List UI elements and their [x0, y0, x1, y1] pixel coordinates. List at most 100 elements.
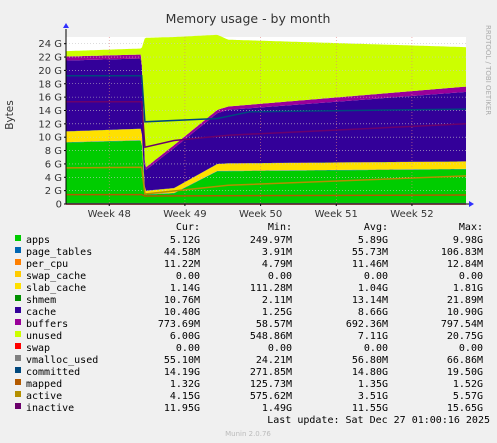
legend-value: 6.00G — [170, 331, 200, 342]
legend-value: 0.00 — [364, 271, 388, 282]
legend-value: 14.80G — [352, 367, 388, 378]
legend-value: 55.73M — [352, 247, 388, 258]
legend-value: 0.00 — [176, 271, 200, 282]
legend-series-name: committed — [26, 367, 80, 378]
y-tick-label: 14 G — [38, 106, 62, 117]
legend-value: 0.00 — [459, 271, 483, 282]
legend-series-name: slab_cache — [26, 283, 86, 294]
legend-series-name: unused — [26, 331, 62, 342]
legend-series-name: apps — [26, 235, 50, 246]
legend-value: 7.11G — [358, 331, 388, 342]
line-mapped — [66, 193, 467, 197]
area-slab-cache — [66, 128, 466, 195]
y-tick-label: 24 G — [38, 39, 62, 50]
legend-header: Cur: — [176, 222, 200, 233]
x-tick-label: Week 49 — [163, 209, 206, 220]
legend-series-name: swap — [26, 343, 50, 354]
legend-value: 1.25G — [262, 307, 292, 318]
y-tick-label: 20 G — [38, 66, 62, 77]
legend-swatch — [15, 247, 21, 253]
legend-swatch — [15, 295, 21, 301]
legend-swatch — [15, 271, 21, 277]
x-tick-label: Week 52 — [390, 209, 433, 220]
line-committed — [66, 74, 467, 123]
legend-value: 125.73M — [250, 379, 292, 390]
legend-swatch — [15, 367, 21, 373]
y-tick-label: 18 G — [38, 79, 62, 90]
legend-value: 5.12G — [170, 235, 200, 246]
legend-value: 0.00 — [364, 343, 388, 354]
legend-value: 8.66G — [358, 307, 388, 318]
legend-header: Min: — [268, 222, 292, 233]
legend-series-name: cache — [26, 307, 56, 318]
legend-swatch — [15, 343, 21, 349]
legend-value: 55.10M — [164, 355, 200, 366]
legend-value: 548.86M — [250, 331, 292, 342]
legend-swatch — [15, 403, 21, 409]
legend-series-name: vmalloc_used — [26, 355, 98, 366]
legend-value: 2.11M — [262, 295, 292, 306]
legend-value: 10.90G — [447, 307, 483, 318]
legend-value: 4.15G — [170, 391, 200, 402]
legend-value: 3.91M — [262, 247, 292, 258]
line-active — [65, 166, 467, 195]
legend-value: 773.69M — [158, 319, 200, 330]
chart-title: Memory usage - by month — [166, 11, 331, 26]
legend-header: Avg: — [364, 222, 388, 233]
legend-series-name: mapped — [26, 379, 62, 390]
legend-swatch — [15, 355, 21, 361]
y-tick-label: 10 G — [38, 133, 62, 144]
last-update-text: Last update: Sat Dec 27 01:00:16 2025 — [267, 415, 490, 426]
legend-value: 1.32G — [170, 379, 200, 390]
legend-swatch — [15, 235, 21, 241]
x-tick-label: Week 48 — [88, 209, 131, 220]
legend-series-name: per_cpu — [26, 259, 68, 270]
y-tick-label: 22 G — [38, 53, 62, 64]
legend-header: Max: — [459, 222, 483, 233]
legend-value: 12.84M — [447, 259, 483, 270]
legend-swatch — [15, 331, 21, 337]
legend-value: 0.00 — [176, 343, 200, 354]
legend-value: 4.79M — [262, 259, 292, 270]
legend-value: 271.85M — [250, 367, 292, 378]
legend-value: 0.00 — [268, 343, 292, 354]
y-tick-label: 6 G — [45, 159, 62, 170]
legend-series-name: active — [26, 391, 62, 402]
legend-value: 249.97M — [250, 235, 292, 246]
legend-value: 11.95G — [164, 403, 200, 414]
legend-series-name: page_tables — [26, 247, 92, 258]
y-tick-label: 0 — [56, 200, 62, 211]
y-tick-label: 8 G — [45, 146, 62, 157]
legend-value: 106.83M — [441, 247, 483, 258]
axes: 0 2 G 4 G 6 G 8 G 10 G 12 G 14 G 16 G 18 G 20 G 22 … — [38, 23, 474, 220]
legend-series-name: buffers — [26, 319, 68, 330]
legend-value: 44.58M — [164, 247, 200, 258]
legend-value: 692.36M — [346, 319, 388, 330]
legend-swatch — [15, 259, 21, 265]
legend-value: 1.49G — [262, 403, 292, 414]
legend-table: Cur: Min: Avg: Max: apps 5.12G 249.97M 5.89G 9.9… — [15, 222, 483, 414]
legend-value: 56.80M — [352, 355, 388, 366]
legend-value: 11.22M — [164, 259, 200, 270]
rrdtool-credit: RRDTOOL / TOBI OETIKER — [484, 25, 492, 115]
legend-swatch — [15, 307, 21, 313]
legend-value: 11.46M — [352, 259, 388, 270]
legend-value: 58.57M — [256, 319, 292, 330]
legend-value: 13.14M — [352, 295, 388, 306]
legend-value: 0.00 — [268, 271, 292, 282]
y-tick-label: 4 G — [45, 173, 62, 184]
legend-value: 0.00 — [459, 343, 483, 354]
legend-value: 1.04G — [358, 283, 388, 294]
y-tick-label: 12 G — [38, 119, 62, 130]
y-tick-label: 16 G — [38, 93, 62, 104]
legend-value: 1.35G — [358, 379, 388, 390]
line-inactive — [66, 101, 467, 149]
legend-value: 66.86M — [447, 355, 483, 366]
legend-series-name: shmem — [26, 295, 56, 306]
legend-value: 20.75G — [447, 331, 483, 342]
legend-value: 1.52G — [453, 379, 483, 390]
x-axis-arrow — [469, 201, 474, 207]
legend-swatch — [15, 319, 21, 325]
legend-value: 14.19G — [164, 367, 200, 378]
legend-value: 1.81G — [453, 283, 483, 294]
